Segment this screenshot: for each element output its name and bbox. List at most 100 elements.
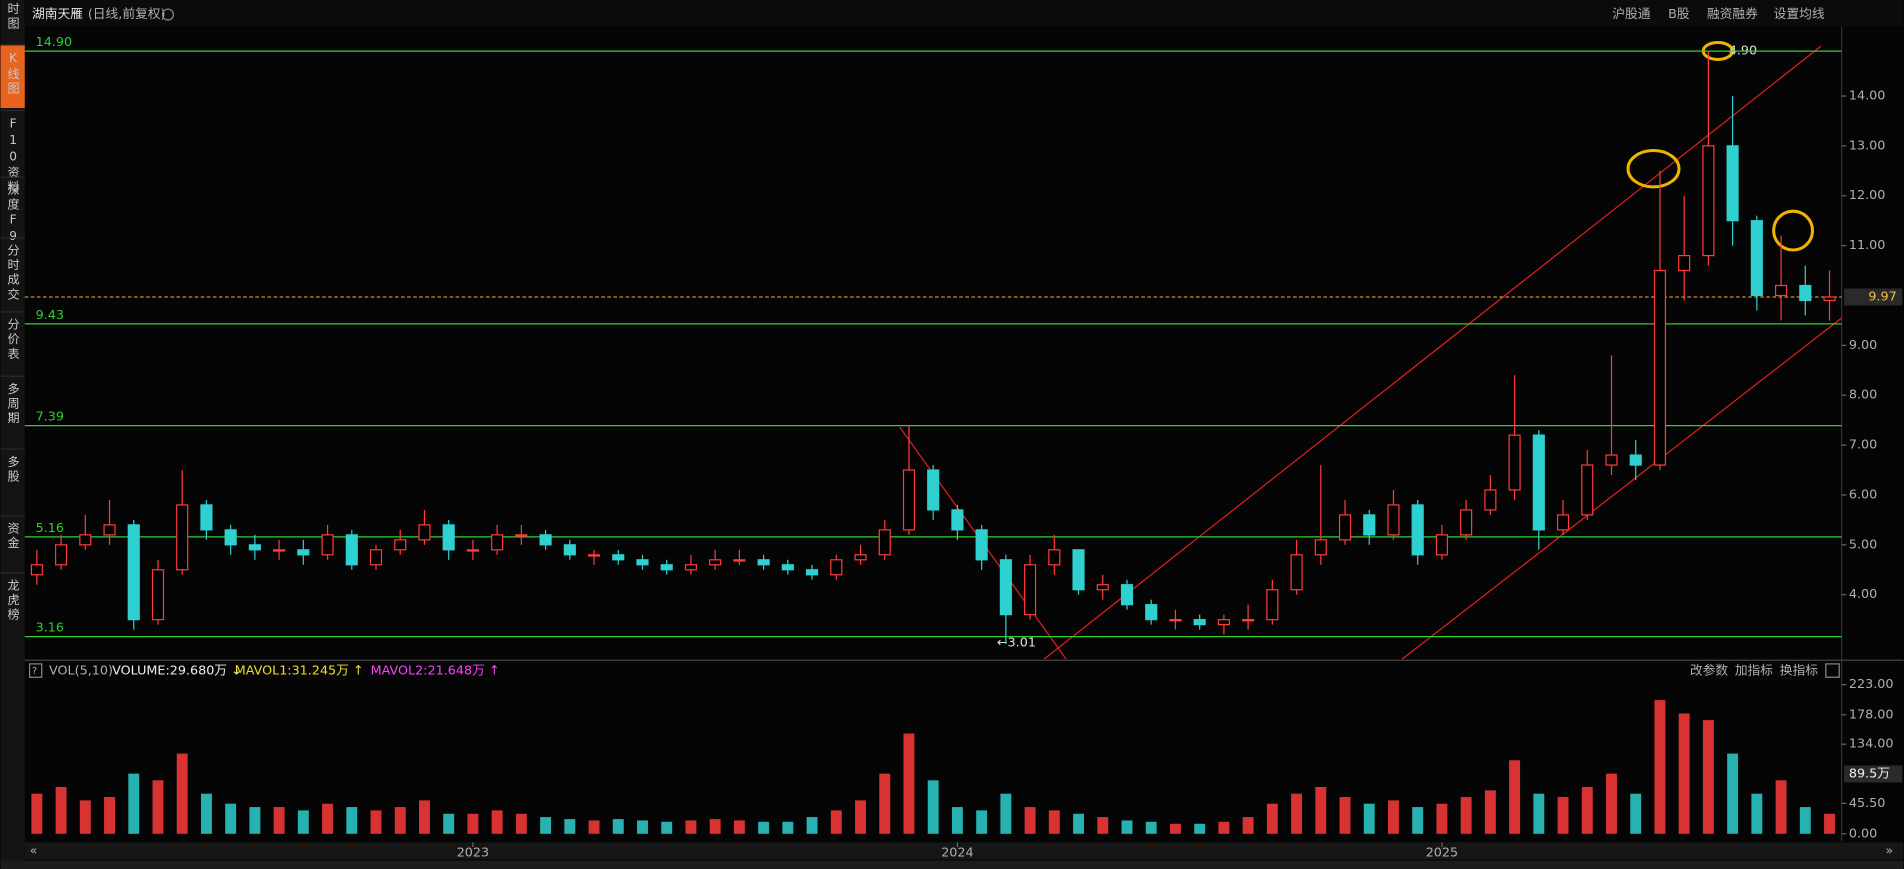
scroll-right[interactable]: »: [1885, 843, 1893, 858]
candle-body: [248, 544, 261, 551]
candle-body: [345, 534, 358, 566]
candle-body: [1460, 509, 1473, 536]
candle-body: [1242, 619, 1255, 622]
candle-body: [587, 554, 601, 557]
sidebar: [0, 0, 25, 869]
candle-body: [1193, 619, 1206, 626]
volume-bar: [1606, 773, 1617, 834]
stock-name[interactable]: 湖南天雁: [32, 6, 83, 22]
candle-body: [805, 569, 819, 576]
sidebar-active: [0, 44, 25, 109]
help-glyph[interactable]: ?: [32, 666, 37, 677]
volume-bar: [31, 793, 43, 834]
volume-bar: [1581, 787, 1593, 834]
volume-bar: [1460, 797, 1472, 834]
volume-bar: [1073, 813, 1085, 834]
toolbar-link[interactable]: B股: [1668, 7, 1690, 22]
sidebar-item[interactable]: 分价表: [6, 318, 20, 362]
volume-bar: [152, 780, 164, 834]
toolbar-link[interactable]: 融资融券: [1707, 6, 1758, 22]
toolbar-link[interactable]: 设置均线: [1774, 7, 1825, 22]
candle-body: [1556, 514, 1570, 531]
y-tick-label: 223.00: [1849, 677, 1894, 692]
chart-mode[interactable]: (日线,前复权): [88, 6, 166, 22]
volume-bar: [1436, 803, 1448, 834]
candle-body: [442, 524, 455, 551]
candle-body: [1363, 514, 1376, 536]
volume-bar: [1824, 813, 1835, 834]
sidebar-item[interactable]: K线图: [6, 51, 20, 97]
candle-body: [515, 534, 528, 537]
sidebar-item[interactable]: 多周期: [6, 382, 20, 426]
y-tick-label: 8.00: [1849, 388, 1877, 403]
sidebar-item[interactable]: 资金: [6, 522, 20, 551]
level-label: 7.39: [36, 410, 64, 425]
candle-body: [224, 529, 237, 546]
sidebar-item[interactable]: 分时成交: [6, 244, 20, 303]
volume-bar: [806, 817, 818, 834]
current-price-label: 9.97: [1868, 289, 1896, 304]
indicator-button[interactable]: 改参数: [1690, 663, 1728, 679]
volume-bar: [1097, 817, 1109, 834]
volume-bar: [612, 819, 624, 834]
volume-bar: [1727, 753, 1739, 834]
candle-body: [418, 524, 431, 541]
volume-bar: [1218, 821, 1230, 834]
candle-body: [1605, 454, 1618, 466]
trend-line: [1043, 45, 1822, 660]
volume-bar: [443, 813, 455, 834]
level-label: 14.90: [36, 35, 72, 50]
candle-body: [1484, 489, 1497, 511]
toolbar: [24, 0, 1904, 27]
highlight-circle: [1772, 209, 1815, 252]
help-icon[interactable]: [28, 663, 43, 678]
candle-body: [999, 559, 1012, 616]
sidebar-item[interactable]: F10资料: [6, 117, 20, 195]
volume-bar: [322, 803, 334, 834]
y-tick-label: 14.00: [1849, 89, 1885, 104]
volume-bar: [515, 813, 527, 834]
volume-bar: [1169, 823, 1181, 834]
candle-body: [1702, 145, 1715, 257]
volume-bar: [104, 797, 115, 834]
indicator-button[interactable]: 加指标: [1735, 664, 1773, 679]
toolbar-link[interactable]: 沪股通: [1612, 7, 1650, 22]
settings-icon[interactable]: [161, 8, 175, 21]
close-button[interactable]: [1825, 663, 1840, 678]
sidebar-item[interactable]: 时图: [6, 2, 20, 31]
candle-body: [854, 554, 867, 561]
sidebar-item[interactable]: 龙虎榜: [6, 579, 20, 623]
candle-body: [1024, 564, 1037, 616]
candle-body: [1653, 269, 1667, 466]
y-tick-label: 134.00: [1849, 737, 1894, 752]
candle-body: [1169, 619, 1182, 622]
volume-bar: [1388, 800, 1399, 834]
candle-body: [1581, 464, 1594, 516]
candle-body: [394, 539, 407, 551]
sidebar-item[interactable]: 深度F9: [6, 183, 20, 245]
candle-body: [1338, 514, 1352, 541]
indicator-button[interactable]: 换指标: [1780, 664, 1818, 679]
candle-body: [539, 534, 552, 546]
volume-bar: [830, 810, 842, 834]
volume-bar: [1024, 807, 1036, 834]
sidebar-item[interactable]: 多股: [6, 455, 20, 484]
candle-body: [79, 534, 92, 546]
y-tick-label: 13.00: [1849, 138, 1885, 153]
volume-bar: [879, 773, 891, 834]
candle-body: [1435, 534, 1448, 556]
candle-body: [491, 534, 504, 551]
candle-body: [563, 544, 576, 556]
candle-body: [273, 549, 286, 552]
candle-body: [1096, 584, 1109, 591]
volume-bar: [1291, 793, 1303, 834]
bottom-tabs: [0, 860, 1904, 869]
volume-bar: [200, 793, 212, 834]
volume-bar: [903, 733, 915, 834]
volume-bar: [1242, 817, 1254, 834]
volume-bar: [1121, 820, 1133, 834]
scroll-left[interactable]: «: [30, 843, 38, 858]
